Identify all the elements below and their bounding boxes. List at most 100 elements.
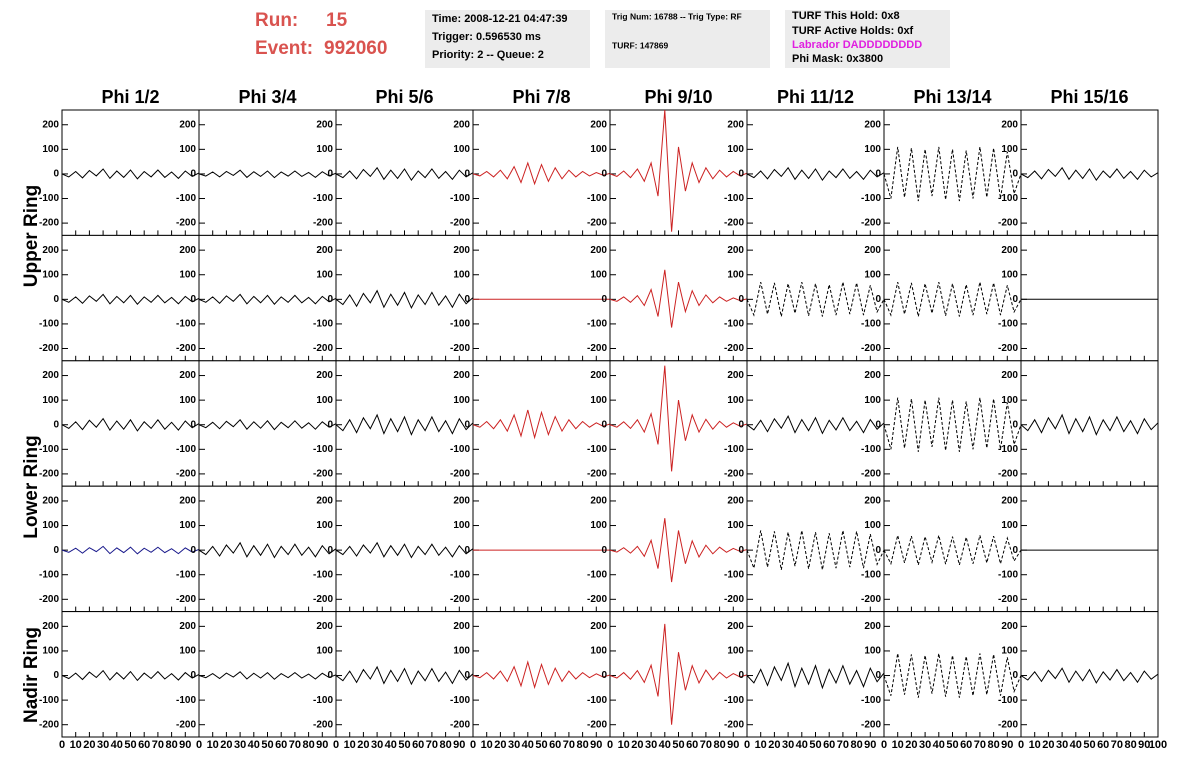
y-tick-label: -100 bbox=[176, 695, 196, 706]
y-tick-label: -200 bbox=[587, 594, 607, 605]
y-tick-label: 100 bbox=[42, 269, 59, 280]
x-tick-label: 40 bbox=[796, 739, 808, 751]
waveform bbox=[62, 545, 199, 555]
y-tick-label: 200 bbox=[179, 119, 196, 130]
info-box bbox=[785, 10, 950, 68]
y-tick-label: -100 bbox=[450, 569, 470, 580]
x-tick-label: 70 bbox=[1111, 739, 1123, 751]
column-title: Phi 15/16 bbox=[1050, 87, 1128, 107]
y-tick-label: 0 bbox=[327, 294, 333, 305]
y-tick-label: -200 bbox=[450, 594, 470, 605]
info-text: Priority: 2 -- Queue: 2 bbox=[432, 49, 544, 61]
y-tick-label: 100 bbox=[590, 520, 607, 531]
y-tick-label: 100 bbox=[453, 646, 470, 657]
info-box bbox=[605, 10, 770, 68]
panel-frame bbox=[883, 485, 1022, 613]
x-tick-label: 90 bbox=[453, 739, 465, 751]
column-title: Phi 3/4 bbox=[238, 87, 296, 107]
y-tick-label: -100 bbox=[724, 695, 744, 706]
waveform bbox=[610, 110, 747, 232]
y-tick-label: -200 bbox=[39, 469, 59, 480]
y-tick-label: -200 bbox=[313, 218, 333, 229]
y-tick-label: 100 bbox=[316, 646, 333, 657]
x-tick-label: 80 bbox=[987, 739, 999, 751]
y-tick-label: -100 bbox=[313, 444, 333, 455]
x-tick-label: 0 bbox=[607, 739, 613, 751]
x-tick-label: 60 bbox=[549, 739, 561, 751]
y-tick-label: -200 bbox=[724, 719, 744, 730]
y-tick-label: 200 bbox=[590, 119, 607, 130]
y-tick-label: 100 bbox=[864, 269, 881, 280]
x-tick-label: 50 bbox=[946, 739, 958, 751]
y-tick-label: -200 bbox=[587, 343, 607, 354]
y-tick-label: 200 bbox=[1001, 496, 1018, 507]
y-tick-label: 100 bbox=[727, 520, 744, 531]
panel-frame bbox=[335, 360, 474, 487]
waveform bbox=[62, 168, 199, 180]
y-tick-label: -200 bbox=[861, 719, 881, 730]
x-tick-label: 10 bbox=[1029, 739, 1041, 751]
x-tick-label: 10 bbox=[755, 739, 767, 751]
x-tick-label: 40 bbox=[385, 739, 397, 751]
y-tick-label: 0 bbox=[601, 545, 607, 556]
y-tick-label: -200 bbox=[998, 719, 1018, 730]
run-label: Run: bbox=[255, 10, 298, 31]
y-tick-label: 200 bbox=[42, 119, 59, 130]
y-tick-label: -100 bbox=[998, 319, 1018, 330]
y-tick-label: -200 bbox=[724, 469, 744, 480]
panel-frame bbox=[746, 485, 885, 613]
y-tick-label: -100 bbox=[998, 695, 1018, 706]
y-tick-label: -200 bbox=[39, 343, 59, 354]
x-tick-label: 40 bbox=[522, 739, 534, 751]
x-tick-label: 30 bbox=[919, 739, 931, 751]
waveform bbox=[747, 166, 884, 181]
y-tick-label: -200 bbox=[39, 719, 59, 730]
x-tick-label: 30 bbox=[1056, 739, 1068, 751]
y-tick-label: -100 bbox=[587, 569, 607, 580]
y-tick-label: -100 bbox=[39, 569, 59, 580]
x-tick-label: 10 bbox=[618, 739, 630, 751]
y-tick-label: 0 bbox=[190, 670, 196, 681]
y-tick-label: 200 bbox=[590, 370, 607, 381]
y-tick-label: -100 bbox=[587, 193, 607, 204]
panel-frame bbox=[61, 109, 200, 236]
y-tick-label: 0 bbox=[875, 419, 881, 430]
y-tick-label: 0 bbox=[327, 169, 333, 180]
y-tick-label: 200 bbox=[316, 621, 333, 632]
x-tick-label: 60 bbox=[686, 739, 698, 751]
y-tick-label: 0 bbox=[1012, 545, 1018, 556]
y-tick-label: 0 bbox=[464, 294, 470, 305]
y-tick-label: 200 bbox=[727, 370, 744, 381]
y-tick-label: 200 bbox=[590, 496, 607, 507]
y-tick-label: 100 bbox=[453, 395, 470, 406]
y-tick-label: 0 bbox=[875, 169, 881, 180]
y-tick-label: -200 bbox=[587, 719, 607, 730]
waveform bbox=[473, 660, 610, 690]
y-tick-label: 0 bbox=[53, 670, 59, 681]
y-tick-label: 0 bbox=[601, 169, 607, 180]
y-tick-label: 100 bbox=[42, 395, 59, 406]
x-tick-label: 10 bbox=[207, 739, 219, 751]
y-tick-label: -100 bbox=[39, 695, 59, 706]
y-tick-label: 200 bbox=[316, 119, 333, 130]
y-tick-label: 100 bbox=[590, 395, 607, 406]
y-tick-label: 100 bbox=[179, 144, 196, 155]
x-tick-label: 50 bbox=[261, 739, 273, 751]
y-tick-label: -200 bbox=[861, 343, 881, 354]
y-tick-label: -200 bbox=[313, 594, 333, 605]
y-tick-label: 200 bbox=[727, 245, 744, 256]
y-tick-label: 0 bbox=[53, 545, 59, 556]
y-tick-label: 200 bbox=[179, 370, 196, 381]
y-tick-label: 200 bbox=[42, 370, 59, 381]
x-tick-label: 50 bbox=[1083, 739, 1095, 751]
info-text: Labrador DADDDDDDDD bbox=[792, 39, 922, 51]
y-tick-label: -100 bbox=[313, 319, 333, 330]
waveform bbox=[62, 669, 199, 682]
y-tick-label: -100 bbox=[998, 193, 1018, 204]
waveform bbox=[1021, 166, 1158, 181]
y-tick-label: 0 bbox=[464, 545, 470, 556]
y-tick-label: 200 bbox=[864, 621, 881, 632]
x-tick-label: 60 bbox=[138, 739, 150, 751]
panel-frame bbox=[1020, 611, 1159, 738]
y-tick-label: 200 bbox=[727, 119, 744, 130]
